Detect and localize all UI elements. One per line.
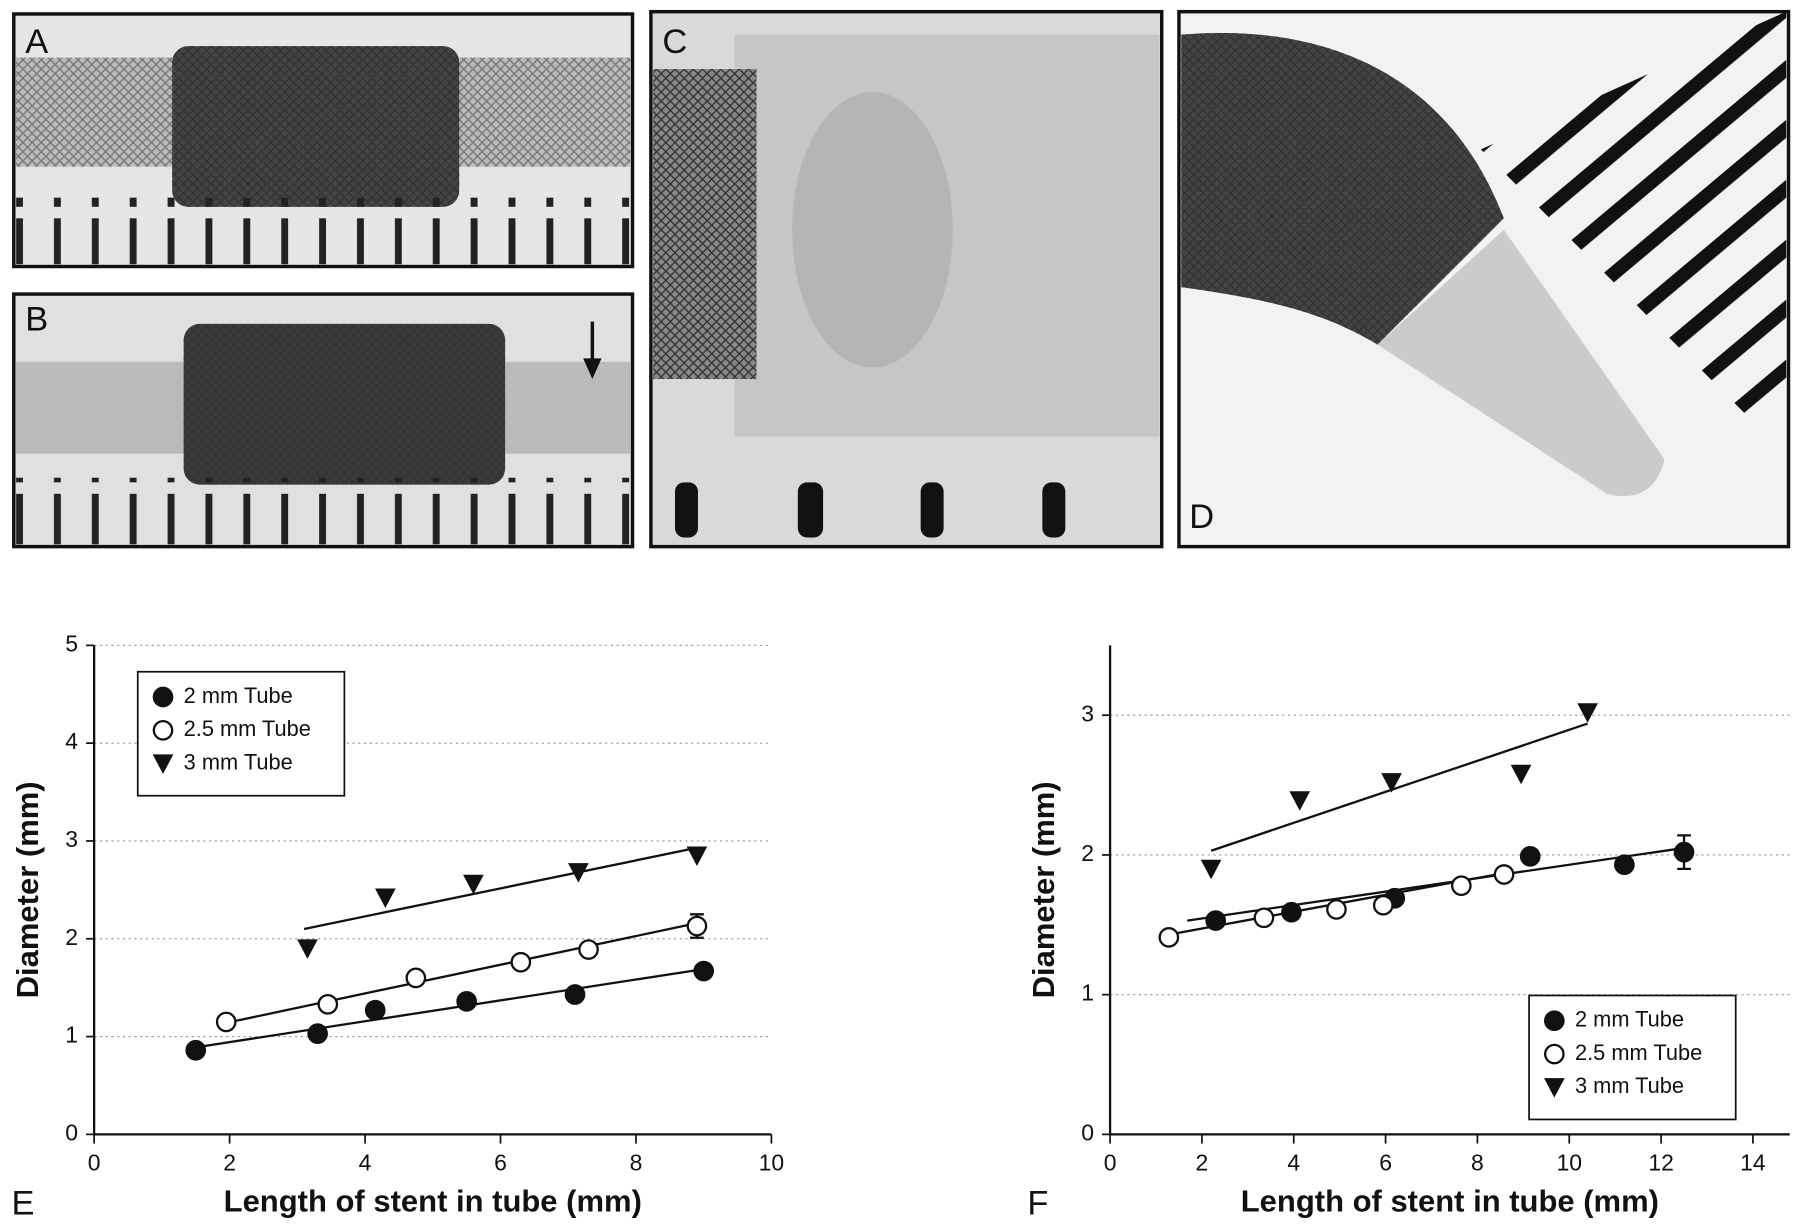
marker [1544, 1043, 1565, 1065]
x-tick-label: 14 [1740, 1149, 1766, 1175]
marker [1577, 703, 1598, 723]
marker [693, 960, 715, 982]
y-tick-label: 1 [65, 1022, 78, 1048]
photo-b [12, 292, 635, 549]
marker [1253, 907, 1275, 929]
x-tick-label: 8 [630, 1149, 643, 1175]
panel-label: D [1189, 498, 1214, 536]
x-tick-label: 10 [1557, 1149, 1583, 1175]
x-tick-label: 6 [494, 1149, 507, 1175]
y-tick-label: 2 [1081, 840, 1094, 866]
x-tick-label: 4 [359, 1149, 372, 1175]
legend-label: 2.5 mm Tube [1575, 1040, 1702, 1065]
marker [686, 846, 708, 866]
marker [568, 863, 589, 883]
marker [564, 984, 586, 1005]
y-axis-label: Diameter (mm) [1026, 781, 1061, 998]
x-axis-label: Length of stent in tube (mm) [224, 1183, 642, 1218]
fit-line [1210, 722, 1588, 852]
marker [463, 874, 484, 895]
marker [1519, 845, 1541, 867]
y-tick-label: 1 [1081, 980, 1094, 1006]
legend-label: 2.5 mm Tube [184, 716, 311, 741]
panel-label: A [25, 23, 48, 61]
legend-label: 2 mm Tube [1575, 1006, 1684, 1031]
fit-line [195, 967, 704, 1049]
x-axis-label: Length of stent in tube (mm) [1241, 1183, 1659, 1218]
panel-label: F [1027, 1185, 1048, 1223]
panel-label: B [25, 301, 48, 339]
marker [405, 967, 427, 989]
marker [578, 939, 599, 960]
marker [307, 1023, 328, 1044]
x-tick-label: 10 [759, 1149, 785, 1175]
fit-line [225, 921, 698, 1025]
marker [1493, 864, 1515, 885]
legend-label: 3 mm Tube [1575, 1073, 1684, 1098]
marker [185, 1039, 207, 1061]
y-tick-label: 2 [65, 924, 78, 950]
y-tick-label: 3 [1081, 700, 1094, 726]
x-tick-label: 2 [1196, 1149, 1209, 1175]
photo-d [1177, 9, 1791, 549]
legend-label: 2 mm Tube [184, 683, 293, 708]
marker [1544, 1010, 1565, 1032]
legend-label: 3 mm Tube [184, 749, 293, 774]
x-tick-label: 8 [1471, 1149, 1484, 1175]
fit-line [1187, 846, 1685, 922]
marker [215, 1011, 237, 1033]
marker [1544, 1078, 1565, 1098]
marker [1158, 927, 1180, 948]
y-tick-label: 3 [65, 826, 78, 852]
marker [686, 915, 708, 937]
marker [1289, 791, 1311, 811]
marker [364, 999, 386, 1021]
marker [375, 888, 396, 909]
x-tick-label: 6 [1379, 1149, 1392, 1175]
marker [297, 939, 318, 959]
marker [1381, 773, 1402, 793]
marker [1200, 859, 1222, 880]
marker [1326, 899, 1347, 920]
fit-line [303, 846, 698, 931]
photo-c [649, 9, 1164, 549]
y-tick-label: 0 [1081, 1119, 1094, 1145]
marker [152, 754, 174, 774]
photo-a [12, 12, 635, 269]
y-tick-label: 4 [65, 728, 78, 754]
panel-label: E [11, 1185, 34, 1223]
marker [510, 951, 532, 973]
marker [456, 991, 477, 1012]
x-tick-label: 12 [1648, 1149, 1674, 1175]
marker [1372, 894, 1394, 916]
marker [1451, 875, 1472, 897]
panel-label: C [662, 23, 687, 61]
y-axis-label: Diameter (mm) [10, 781, 45, 998]
y-tick-label: 5 [65, 630, 78, 656]
marker [1673, 841, 1695, 863]
x-tick-label: 2 [223, 1149, 236, 1175]
marker [1614, 854, 1635, 876]
x-tick-label: 0 [88, 1149, 101, 1175]
marker [152, 686, 174, 708]
marker [1510, 764, 1532, 785]
x-tick-label: 4 [1287, 1149, 1300, 1175]
marker [152, 719, 174, 741]
marker [317, 993, 339, 1015]
y-tick-label: 0 [65, 1119, 78, 1145]
x-tick-label: 0 [1104, 1149, 1117, 1175]
